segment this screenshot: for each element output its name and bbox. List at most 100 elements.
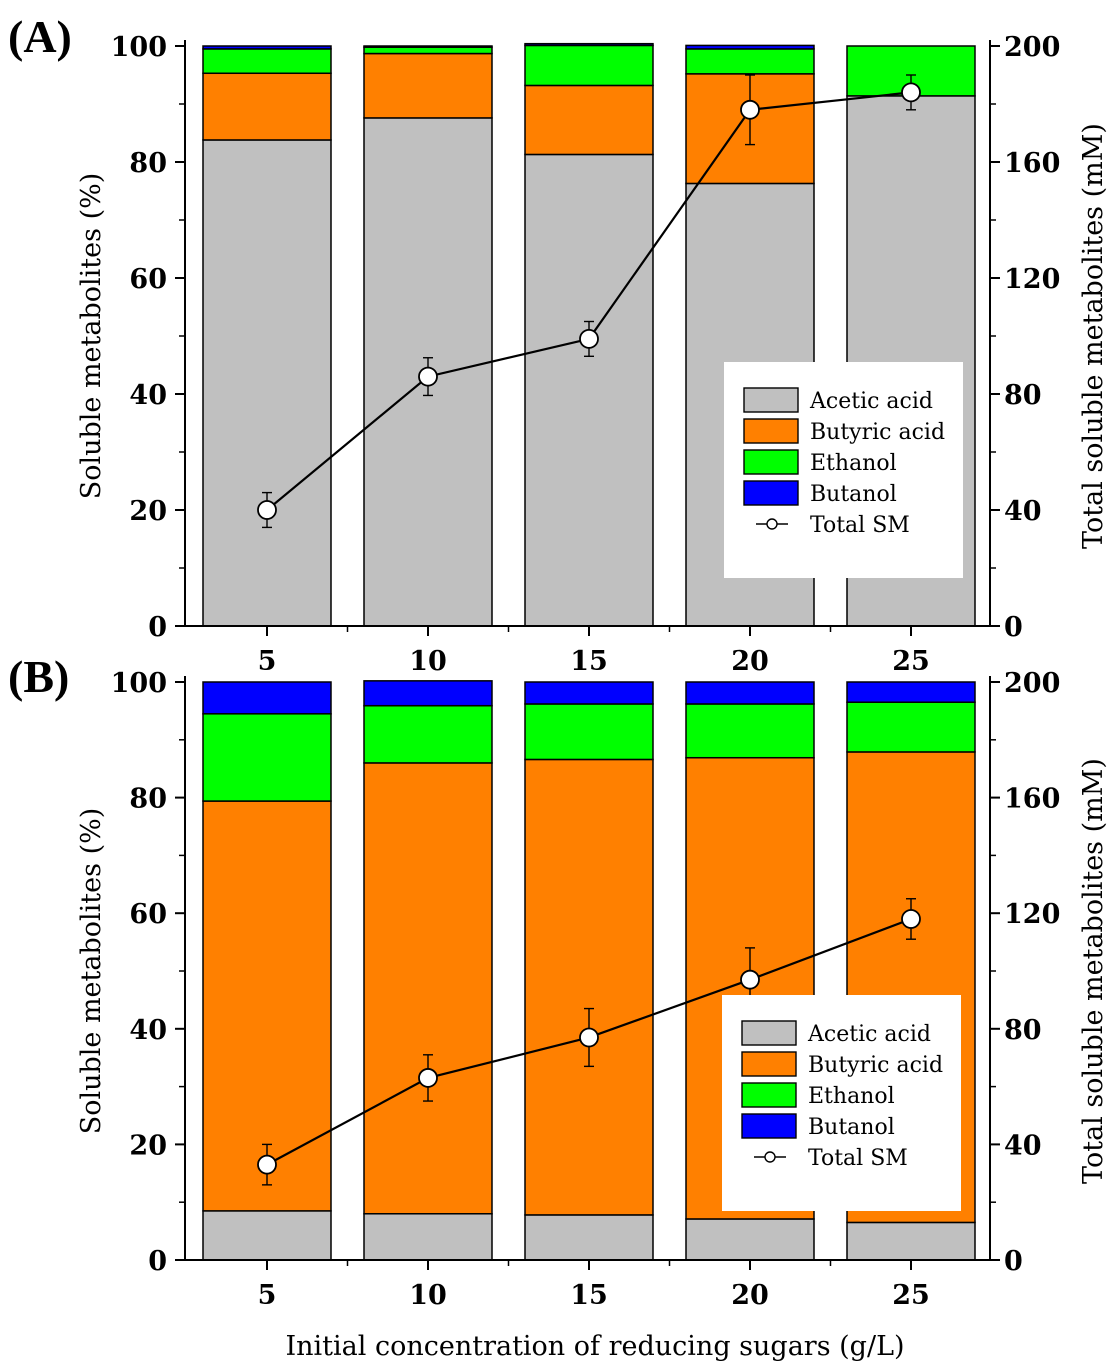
bar-segment-butanol-5	[202, 45, 332, 50]
x-tick-label: 20	[731, 1280, 769, 1311]
x-axis-title: Initial concentration of reducing sugars…	[285, 1331, 904, 1362]
bar-segment-butanol-15	[524, 681, 654, 705]
bar-segment-butyric-acid-10	[363, 762, 493, 1215]
y-right-tick-label: 200	[1004, 32, 1060, 63]
x-tick-label: 25	[892, 1280, 930, 1311]
x-tick-label: 15	[570, 646, 608, 677]
legend-marker-total-sm	[764, 1151, 776, 1163]
bar-segment-butanol-10	[363, 680, 493, 707]
y-right-tick-label: 160	[1004, 148, 1060, 179]
bar-segment-butanol-15	[524, 42, 654, 47]
legend-label: Butanol	[808, 1115, 895, 1140]
bar-segment-butanol-25	[846, 681, 976, 703]
y-tick-label: 20	[129, 496, 167, 527]
bar-segment-acetic-acid-5	[202, 139, 332, 627]
bar-segment-butanol-20	[685, 44, 815, 50]
total-sm-point	[901, 82, 921, 103]
y-right-tick-label: 160	[1004, 784, 1060, 815]
bar-segment-acetic-acid-15	[524, 1214, 654, 1261]
y-right-tick-label: 40	[1004, 1130, 1042, 1161]
x-tick-label: 5	[258, 1280, 277, 1311]
legend-swatch-butanol	[741, 1113, 797, 1139]
y-right-tick-label: 0	[1004, 612, 1023, 643]
bar-segment-ethanol-10	[363, 46, 493, 55]
x-tick-label: 5	[258, 646, 277, 677]
legend-swatch-acetic-acid	[741, 1020, 797, 1046]
y-right-tick-label: 120	[1004, 899, 1060, 930]
legend-label: Butyric acid	[810, 420, 945, 445]
panel-label: (A)	[8, 11, 72, 62]
y-tick-label: 20	[129, 1130, 167, 1161]
total-sm-point	[579, 328, 599, 349]
bar-segment-acetic-acid-15	[524, 153, 654, 627]
legend-label: Butyric acid	[808, 1053, 943, 1078]
y-tick-label: 60	[129, 899, 167, 930]
y-right-axis-title: Total soluble metabolites (mM)	[1078, 123, 1109, 549]
legend-swatch-butyric-acid	[743, 418, 799, 444]
total-sm-point	[740, 99, 760, 120]
y-tick-label: 100	[111, 32, 167, 63]
x-tick-label: 10	[409, 1280, 447, 1311]
bar-segment-butyric-acid-15	[524, 84, 654, 156]
bar-segment-acetic-acid-20	[685, 1218, 815, 1261]
total-sm-point	[579, 1027, 599, 1048]
y-tick-label: 40	[129, 1015, 167, 1046]
y-right-tick-label: 80	[1004, 1015, 1042, 1046]
bar-segment-butyric-acid-10	[363, 52, 493, 119]
bar-segment-ethanol-25	[846, 701, 976, 753]
bar-segment-ethanol-5	[202, 713, 332, 802]
bar-segment-butanol-20	[685, 681, 815, 705]
legend-label: Total SM	[810, 513, 910, 538]
y-right-tick-label: 120	[1004, 264, 1060, 295]
y-right-tick-label: 200	[1004, 668, 1060, 699]
bar-segment-ethanol-5	[202, 48, 332, 75]
bar-segment-ethanol-15	[524, 44, 654, 87]
total-sm-point	[257, 500, 277, 520]
legend-swatch-ethanol	[743, 449, 799, 475]
total-sm-point	[901, 909, 921, 929]
y-axis-title: Soluble metabolites (%)	[76, 173, 107, 500]
legend-label: Acetic acid	[807, 1022, 931, 1047]
y-right-tick-label: 80	[1004, 380, 1042, 411]
x-tick-label: 10	[409, 646, 447, 677]
bar-segment-butanol-5	[202, 681, 332, 715]
legend-label: Butanol	[810, 482, 897, 507]
bar-segment-acetic-acid-10	[363, 1213, 493, 1261]
y-right-tick-label: 40	[1004, 496, 1042, 527]
legend-swatch-ethanol	[741, 1082, 797, 1108]
legend-swatch-acetic-acid	[743, 387, 799, 413]
bar-segment-ethanol-20	[685, 48, 815, 75]
legend-swatch-butyric-acid	[741, 1051, 797, 1077]
legend-swatch-butanol	[743, 480, 799, 506]
bar-segment-acetic-acid-5	[202, 1210, 332, 1261]
y-tick-label: 0	[148, 612, 167, 643]
y-tick-label: 80	[129, 784, 167, 815]
legend-label: Total SM	[808, 1146, 908, 1171]
y-right-axis-title: Total soluble metabolites (mM)	[1078, 758, 1109, 1184]
y-tick-label: 60	[129, 264, 167, 295]
y-right-tick-label: 0	[1004, 1246, 1023, 1277]
panel-b: (B) 0 20 40 60 80 100 0 40 80 120 160 200 5 10 15 20 25 So…	[8, 651, 1109, 1311]
y-tick-label: 40	[129, 380, 167, 411]
total-sm-point	[418, 1068, 438, 1088]
bar-segment-acetic-acid-25	[846, 1221, 976, 1261]
x-tick-label: 25	[892, 646, 930, 677]
x-tick-label: 20	[731, 646, 769, 677]
legend-marker-total-sm	[766, 518, 778, 530]
legend-label: Ethanol	[808, 1084, 895, 1109]
bar-segment-butyric-acid-5	[202, 72, 332, 141]
y-tick-label: 100	[111, 668, 167, 699]
y-tick-label: 0	[148, 1246, 167, 1277]
y-axis-title: Soluble metabolites (%)	[76, 808, 107, 1135]
bar-segment-ethanol-20	[685, 703, 815, 759]
legend-label: Ethanol	[810, 451, 897, 476]
x-tick-label: 15	[570, 1280, 608, 1311]
y-tick-label: 80	[129, 148, 167, 179]
bar-segment-butanol-10	[363, 45, 493, 48]
total-sm-point	[257, 1154, 277, 1175]
total-sm-point	[740, 969, 760, 990]
panel-label: (B)	[8, 651, 69, 702]
bar-segment-ethanol-15	[524, 703, 654, 761]
panel-a: (A) 0 20 40 60 80 100 0 40 80 120 160 200 5 10 15 20 25 So…	[8, 11, 1109, 677]
